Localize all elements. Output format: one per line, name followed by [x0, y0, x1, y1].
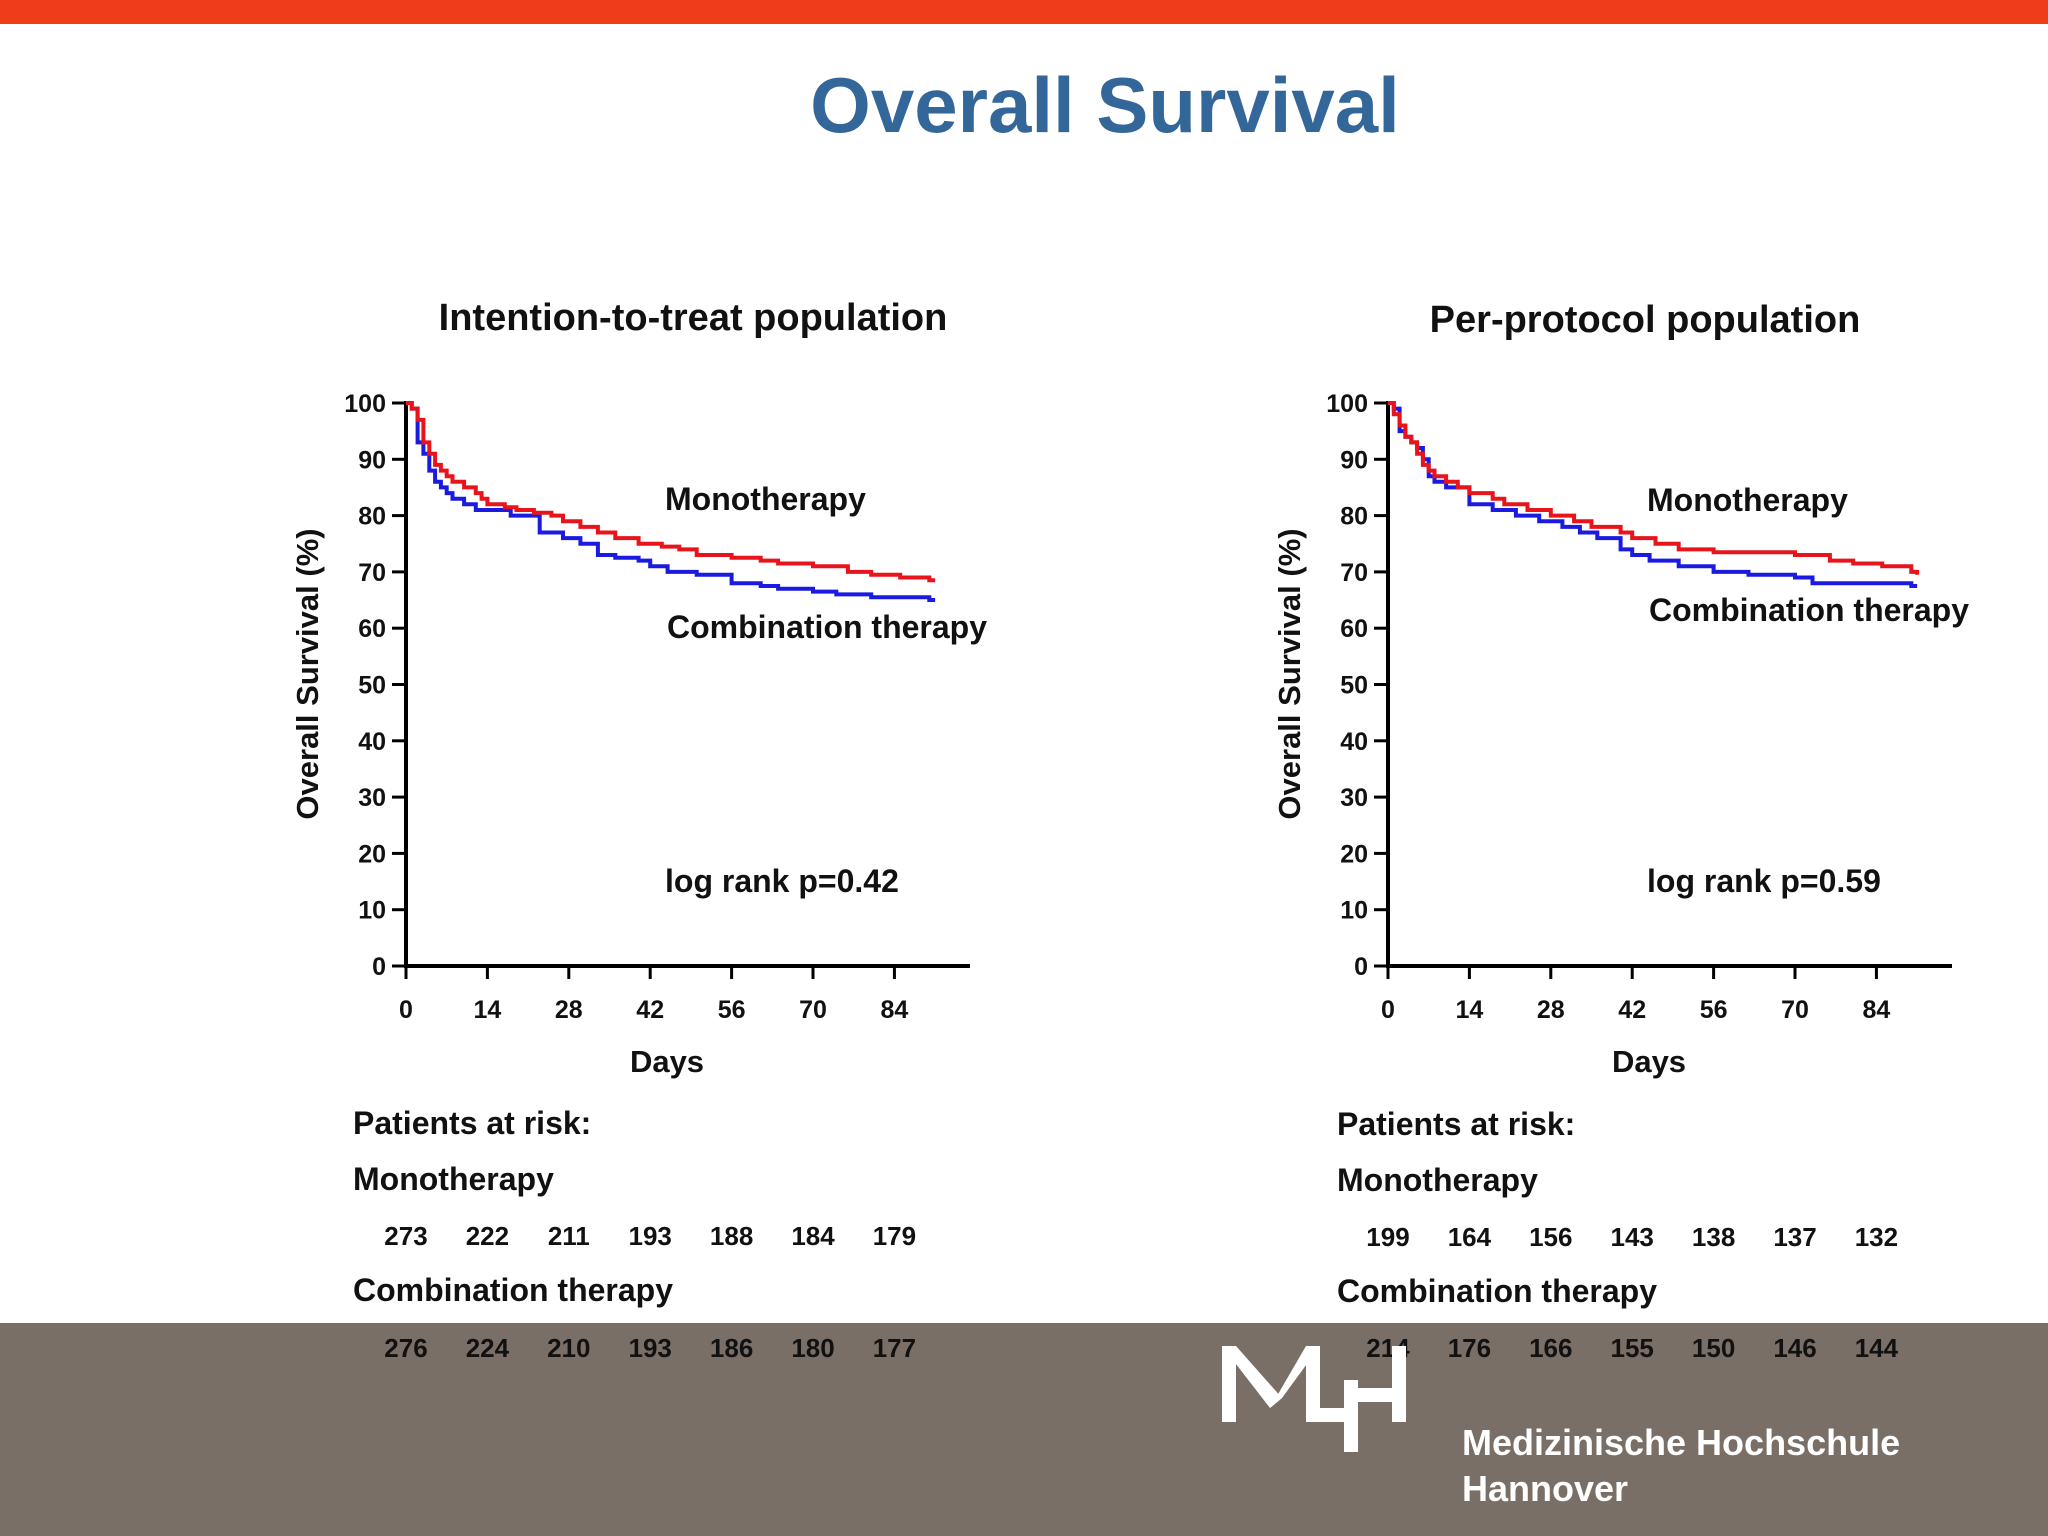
- top-accent-bar: [0, 0, 2048, 24]
- chart2-at-risk-value: 166: [1529, 1333, 1572, 1363]
- chart1-x-tick-label: 0: [399, 996, 413, 1024]
- chart1-y-tick-label: 100: [344, 390, 386, 418]
- chart2-x-tick-label: 84: [1863, 996, 1891, 1024]
- chart1-series-label-combination-therapy: Combination therapy: [667, 609, 987, 645]
- chart2-x-tick-label: 70: [1781, 996, 1809, 1024]
- chart2-title: Per-protocol population: [1430, 299, 1861, 341]
- chart1-series-monotherapy-line: [406, 401, 936, 583]
- chart2-x-tick-label: 42: [1618, 996, 1646, 1024]
- institution-name: Medizinische Hochschule Hannover: [1462, 1420, 1900, 1512]
- chart1-x-axis-label: Days: [630, 1044, 704, 1079]
- chart2-at-risk-value: 144: [1855, 1333, 1899, 1363]
- chart1-x-tick-label: 14: [473, 996, 501, 1024]
- chart2-at-risk-value: 132: [1855, 1222, 1898, 1252]
- chart2-y-tick-label: 20: [1340, 840, 1368, 868]
- chart2-at-risk-value: 143: [1611, 1222, 1654, 1252]
- chart2-y-tick-label: 40: [1340, 728, 1368, 756]
- chart1-x-tick-label: 42: [636, 996, 664, 1024]
- chart2-y-tick-label: 80: [1340, 503, 1368, 531]
- chart2-at-risk-value: 164: [1448, 1222, 1492, 1252]
- chart1-y-tick-label: 20: [358, 840, 386, 868]
- chart1-y-tick-label: 90: [358, 446, 386, 474]
- chart2-y-axis-label: Overall Survival (%): [1272, 528, 1307, 819]
- chart2-at-risk-value: 155: [1611, 1333, 1654, 1363]
- chart2-at-risk-value: 146: [1773, 1333, 1816, 1363]
- chart2-at-risk-value: 137: [1773, 1222, 1816, 1252]
- chart2-at-risk-row-label: Monotherapy: [1337, 1162, 1538, 1198]
- chart2-x-tick-label: 56: [1700, 996, 1728, 1024]
- institution-line-1: Medizinische Hochschule: [1462, 1422, 1901, 1463]
- chart1-y-tick-label: 70: [358, 559, 386, 587]
- chart1-at-risk-row-label: Combination therapy: [353, 1272, 673, 1308]
- chart2-x-tick-label: 14: [1455, 996, 1483, 1024]
- chart1-logrank-annotation: log rank p=0.42: [665, 863, 899, 899]
- chart1-x-tick-label: 84: [881, 996, 909, 1024]
- chart1-at-risk-value: 179: [873, 1221, 916, 1251]
- chart1-at-risk-heading: Patients at risk:: [353, 1105, 591, 1141]
- chart2-at-risk-row-label: Combination therapy: [1337, 1273, 1657, 1309]
- chart1-y-tick-label: 0: [372, 953, 386, 981]
- chart1-x-tick-label: 56: [718, 996, 746, 1024]
- chart2-y-tick-label: 70: [1340, 559, 1368, 587]
- chart1-at-risk-value: 273: [384, 1221, 427, 1251]
- chart2-at-risk-heading: Patients at risk:: [1337, 1106, 1575, 1142]
- footer-band: [0, 1323, 2048, 1536]
- chart2-series-label-combination-therapy: Combination therapy: [1649, 592, 1969, 628]
- chart2-y-tick-label: 90: [1340, 446, 1368, 474]
- chart2-at-risk-value: 176: [1448, 1333, 1491, 1363]
- chart1-at-risk-value: 186: [710, 1333, 753, 1363]
- chart2-at-risk-value: 156: [1529, 1222, 1572, 1252]
- chart2-logrank-annotation: log rank p=0.59: [1647, 863, 1881, 899]
- chart1-at-risk-value: 276: [384, 1333, 427, 1363]
- chart1-at-risk-value: 222: [466, 1221, 509, 1251]
- chart1-at-risk-value: 211: [548, 1221, 590, 1251]
- chart1-at-risk-value: 224: [466, 1333, 510, 1363]
- chart1-title: Intention-to-treat population: [439, 297, 948, 339]
- chart1-y-tick-label: 80: [358, 503, 386, 531]
- chart1-at-risk-value: 177: [873, 1333, 916, 1363]
- chart2-y-tick-label: 50: [1340, 672, 1368, 700]
- chart1-series-label-monotherapy: Monotherapy: [665, 481, 866, 517]
- chart1-at-risk-value: 184: [791, 1221, 835, 1251]
- chart1-y-tick-label: 30: [358, 784, 386, 812]
- mhh-logo-icon: [1222, 1346, 1406, 1452]
- chart2-x-tick-label: 28: [1537, 996, 1565, 1024]
- chart2-group: Per-protocol population 0 10 20 30 40 50 60 70 80…: [1272, 299, 1969, 1363]
- chart2-y-tick-label: 0: [1354, 953, 1368, 981]
- chart1-y-tick-label: 60: [358, 615, 386, 643]
- chart1-at-risk-value: 180: [791, 1333, 834, 1363]
- chart1-at-risk-value: 193: [629, 1333, 672, 1363]
- chart2-series-monotherapy-line: [1388, 401, 1920, 575]
- chart2-at-risk-value: 150: [1692, 1333, 1735, 1363]
- chart1-group: Intention-to-treat population 0 10 20 30 40 50…: [290, 297, 987, 1363]
- institution-line-2: Hannover: [1462, 1468, 1629, 1509]
- chart2-y-tick-label: 60: [1340, 615, 1368, 643]
- chart1-at-risk-value: 210: [547, 1333, 590, 1363]
- chart2-y-tick-label: 30: [1340, 784, 1368, 812]
- chart2-x-tick-label: 0: [1381, 996, 1395, 1024]
- chart2-y-tick-label: 100: [1326, 390, 1368, 418]
- slide-title: Overall Survival: [810, 61, 1400, 149]
- chart1-at-risk-value: 193: [629, 1221, 672, 1251]
- chart1-at-risk-row-label: Monotherapy: [353, 1161, 554, 1197]
- chart1-y-axis-label: Overall Survival (%): [290, 528, 325, 819]
- chart2-y-tick-label: 10: [1340, 897, 1368, 925]
- chart1-y-tick-label: 40: [358, 728, 386, 756]
- chart2-x-axis-label: Days: [1612, 1044, 1686, 1079]
- chart2-series-label-monotherapy: Monotherapy: [1647, 482, 1848, 518]
- chart1-series-combination-therapy-line: [406, 401, 936, 602]
- chart1-y-tick-label: 10: [358, 897, 386, 925]
- chart1-at-risk-value: 188: [710, 1221, 753, 1251]
- chart1-x-tick-label: 70: [799, 996, 827, 1024]
- chart2-at-risk-value: 199: [1366, 1222, 1409, 1252]
- chart1-x-tick-label: 28: [555, 996, 583, 1024]
- chart2-at-risk-value: 138: [1692, 1222, 1735, 1252]
- chart1-y-tick-label: 50: [358, 672, 386, 700]
